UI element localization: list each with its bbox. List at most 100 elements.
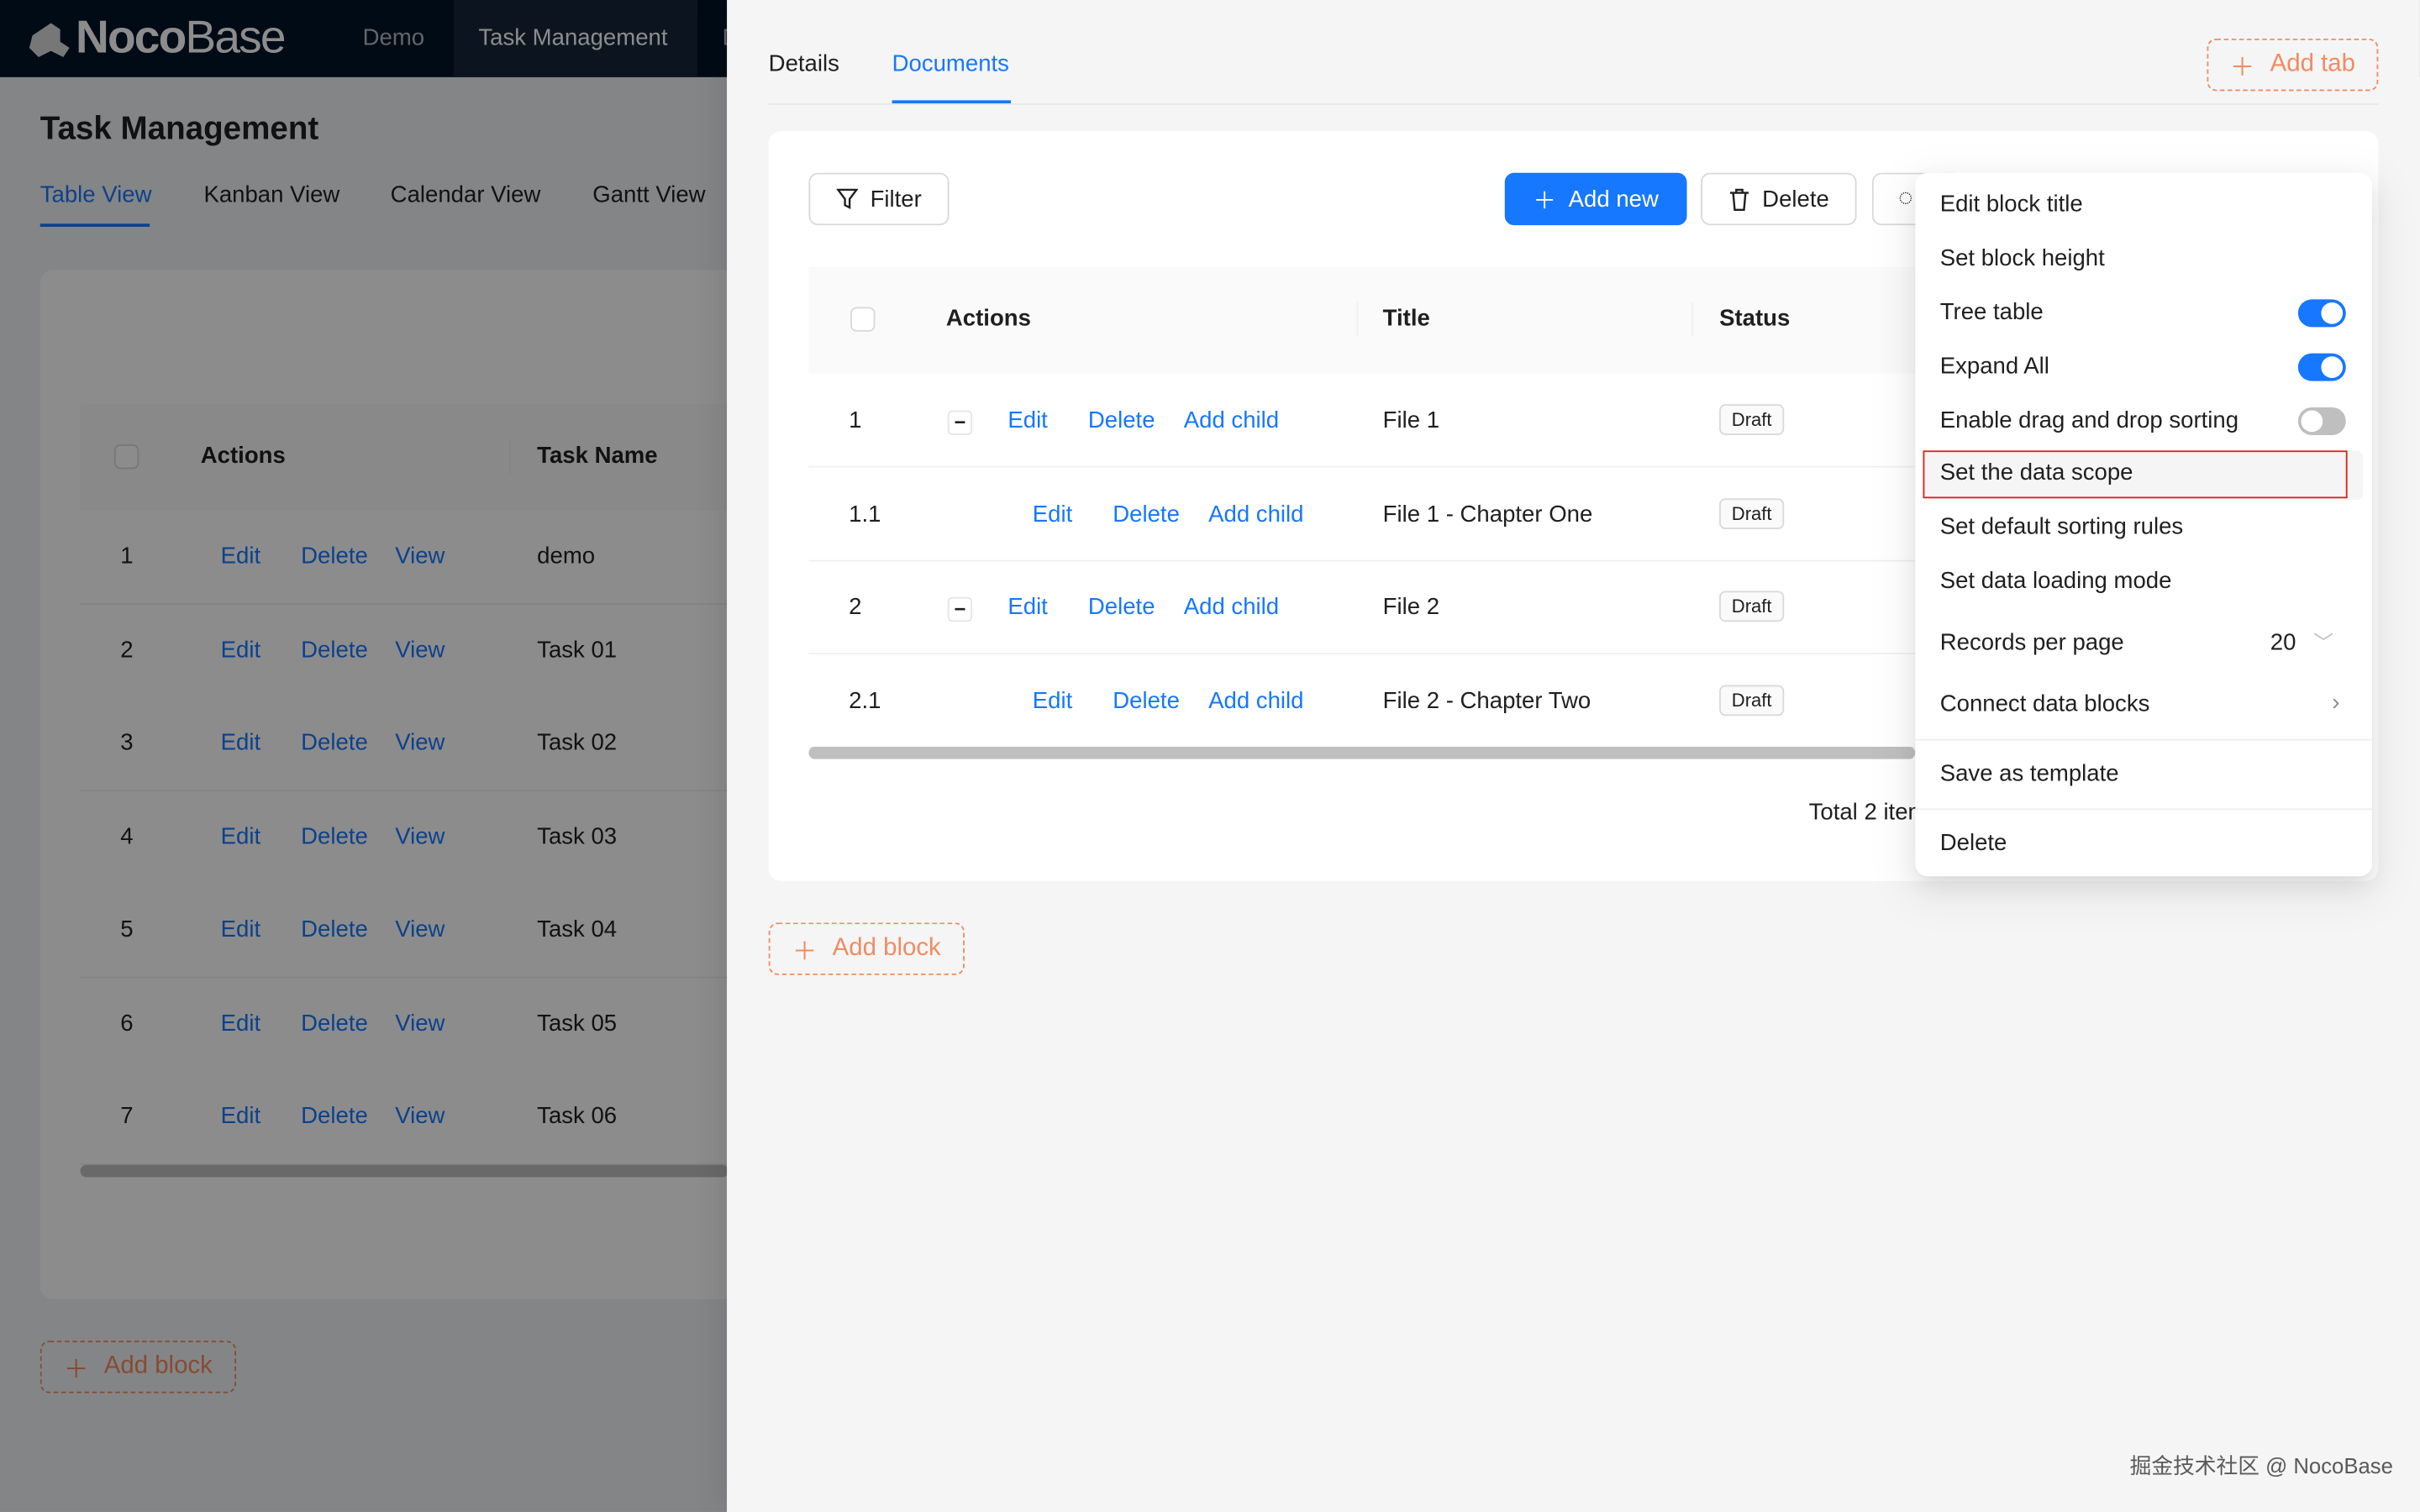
horizontal-scrollbar[interactable]	[80, 1164, 729, 1178]
column-header-actions: Actions	[200, 443, 286, 470]
row-view-link[interactable]: View	[395, 729, 445, 756]
row-edit-link[interactable]: Edit	[220, 543, 261, 570]
menu-item-data-loading-mode[interactable]: Set data loading mode	[1939, 567, 2172, 595]
menu-item-connect-data-blocks[interactable]: Connect data blocks	[1939, 690, 2150, 718]
add-block-label: Add block	[103, 1352, 213, 1380]
row-number: 1.1	[849, 501, 881, 528]
horizontal-scrollbar[interactable]	[808, 746, 1916, 759]
tab-table-view[interactable]: Table View	[39, 181, 152, 208]
chevron-down-icon[interactable]: ﹀	[2313, 631, 2334, 654]
row-add-child-link[interactable]: Add child	[1183, 594, 1280, 621]
row-delete-link[interactable]: Delete	[301, 822, 368, 850]
row-edit-link[interactable]: Edit	[220, 822, 261, 850]
row-delete-link[interactable]: Delete	[301, 1103, 368, 1130]
highlight-box	[1923, 450, 2348, 499]
row-edit-link[interactable]: Edit	[220, 636, 261, 663]
row-number: 2	[120, 636, 134, 663]
menu-item-drag-sort[interactable]: Enable drag and drop sorting	[1939, 407, 2239, 434]
select-all-checkbox[interactable]	[113, 444, 139, 470]
row-delete-link[interactable]: Delete	[301, 543, 368, 570]
row-edit-link[interactable]: Edit	[220, 1010, 261, 1037]
menu-item-save-as-template[interactable]: Save as template	[1939, 760, 2119, 787]
collapse-row-icon[interactable]: −	[947, 410, 973, 435]
records-per-page-value[interactable]: 20	[2270, 629, 2296, 656]
row-add-child-link[interactable]: Add child	[1208, 687, 1304, 714]
row-edit-link[interactable]: Edit	[1007, 594, 1048, 621]
active-tab-indicator	[39, 223, 150, 227]
row-view-link[interactable]: View	[395, 1010, 445, 1037]
add-block-button[interactable]: ＋ Add block	[768, 922, 965, 975]
row-view-link[interactable]: View	[395, 636, 445, 663]
add-new-button[interactable]: ＋ Add new	[1504, 172, 1687, 226]
status-badge: Draft	[1719, 591, 1785, 622]
row-divider	[808, 652, 1916, 654]
row-edit-link[interactable]: Edit	[220, 1103, 261, 1130]
plus-icon: ＋	[1533, 187, 1556, 214]
task-name-cell: Task 06	[537, 1103, 618, 1130]
column-header-task-name: Task Name	[537, 443, 658, 470]
table-row	[80, 790, 729, 884]
delete-button[interactable]: Delete	[1701, 172, 1857, 226]
delete-label: Delete	[1762, 186, 1829, 213]
menu-item-tree-table[interactable]: Tree table	[1939, 299, 2044, 326]
nav-task-management[interactable]: Task Management	[453, 0, 698, 77]
row-delete-link[interactable]: Delete	[301, 729, 368, 756]
add-tab-button[interactable]: ＋ Add tab	[2207, 38, 2379, 92]
tab-gantt-view[interactable]: Gantt View	[592, 181, 706, 208]
column-header-actions: Actions	[945, 305, 1031, 332]
select-all-checkbox[interactable]	[850, 307, 876, 332]
row-add-child-link[interactable]: Add child	[1183, 407, 1280, 434]
menu-item-default-sorting[interactable]: Set default sorting rules	[1939, 513, 2184, 540]
row-number: 2	[849, 594, 862, 621]
row-edit-link[interactable]: Edit	[220, 729, 261, 756]
task-name-cell: Task 04	[537, 916, 618, 943]
row-delete-link[interactable]: Delete	[1087, 407, 1155, 434]
drag-sort-toggle[interactable]	[2297, 407, 2346, 435]
row-add-child-link[interactable]: Add child	[1208, 501, 1304, 528]
menu-item-edit-block-title[interactable]: Edit block title	[1939, 191, 2083, 218]
logo-cube-icon	[29, 23, 70, 57]
row-delete-link[interactable]: Delete	[1113, 501, 1180, 528]
add-new-label: Add new	[1568, 186, 1659, 213]
row-divider	[808, 559, 1916, 561]
menu-item-records-per-page[interactable]: Records per page	[1939, 629, 2124, 656]
menu-item-delete[interactable]: Delete	[1939, 830, 2007, 857]
row-delete-link[interactable]: Delete	[1113, 687, 1180, 714]
add-tab-label: Add tab	[2270, 50, 2355, 77]
row-delete-link[interactable]: Delete	[1087, 594, 1155, 621]
row-delete-link[interactable]: Delete	[301, 1010, 368, 1037]
collapse-row-icon[interactable]: −	[947, 596, 973, 622]
column-header-title: Title	[1382, 305, 1430, 332]
tree-table-toggle[interactable]	[2297, 299, 2346, 328]
row-view-link[interactable]: View	[395, 543, 445, 570]
nocobase-logo[interactable]: Noco Base	[26, 13, 287, 65]
nav-demo[interactable]: Demo	[362, 24, 425, 51]
tab-documents[interactable]: Documents	[892, 50, 1009, 77]
add-block-button[interactable]: ＋ Add block	[39, 1341, 237, 1394]
menu-item-set-data-scope[interactable]: Set the data scope	[1939, 459, 2133, 486]
row-edit-link[interactable]: Edit	[1032, 501, 1073, 528]
tab-kanban-view[interactable]: Kanban View	[203, 181, 340, 208]
menu-item-expand-all[interactable]: Expand All	[1939, 353, 2049, 380]
row-delete-link[interactable]: Delete	[301, 636, 368, 663]
row-edit-link[interactable]: Edit	[220, 916, 261, 943]
row-view-link[interactable]: View	[395, 1103, 445, 1130]
add-block-label: Add block	[832, 935, 941, 962]
tab-calendar-view[interactable]: Calendar View	[390, 181, 541, 208]
watermark: 掘金技术社区 @ NocoBase	[2129, 1453, 2393, 1478]
tab-details[interactable]: Details	[768, 50, 839, 77]
row-edit-link[interactable]: Edit	[1007, 407, 1048, 434]
table-row	[80, 604, 729, 697]
row-divider	[80, 603, 729, 605]
row-view-link[interactable]: View	[395, 822, 445, 850]
status-badge: Draft	[1719, 684, 1785, 716]
drawer-mask[interactable]	[0, 0, 728, 1512]
table-header	[808, 266, 1916, 374]
menu-item-set-block-height[interactable]: Set block height	[1939, 245, 2105, 272]
row-delete-link[interactable]: Delete	[301, 916, 368, 943]
row-edit-link[interactable]: Edit	[1032, 687, 1073, 714]
column-divider	[509, 439, 511, 474]
expand-all-toggle[interactable]	[2297, 353, 2346, 381]
row-view-link[interactable]: View	[395, 916, 445, 943]
filter-button[interactable]: Filter	[808, 172, 950, 226]
